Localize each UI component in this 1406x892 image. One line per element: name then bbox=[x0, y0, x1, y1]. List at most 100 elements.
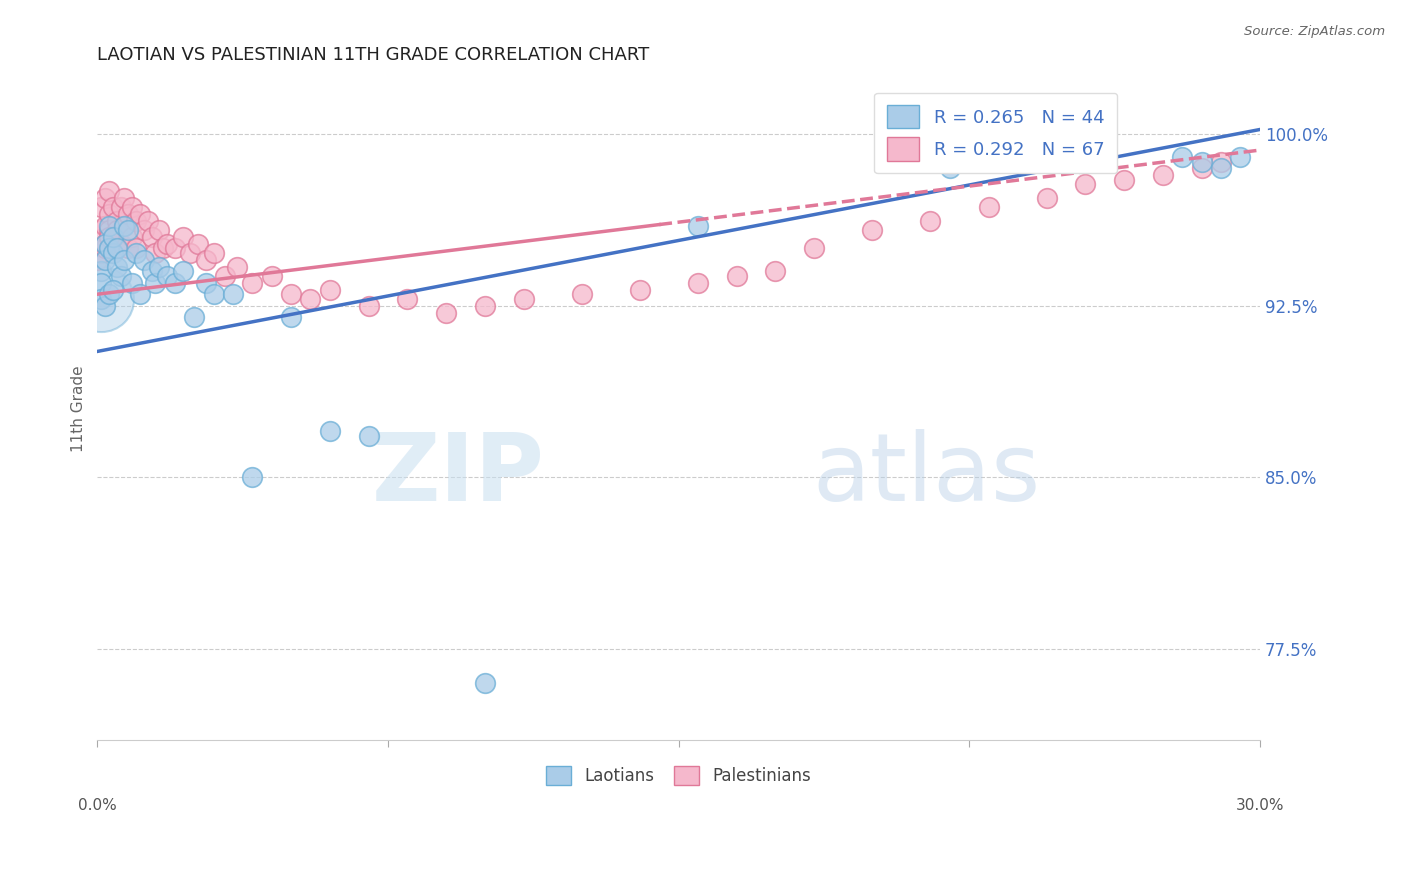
Point bbox=[1074, 178, 1097, 192]
Point bbox=[129, 287, 152, 301]
Text: ZIP: ZIP bbox=[373, 429, 546, 521]
Point bbox=[202, 246, 225, 260]
Point bbox=[240, 276, 263, 290]
Point bbox=[90, 246, 112, 260]
Point bbox=[1152, 168, 1174, 182]
Point bbox=[136, 214, 159, 228]
Point bbox=[94, 219, 117, 233]
Point bbox=[101, 283, 124, 297]
Point bbox=[225, 260, 247, 274]
Point bbox=[357, 429, 380, 443]
Point bbox=[1211, 154, 1233, 169]
Point bbox=[90, 200, 112, 214]
Point bbox=[145, 276, 167, 290]
Text: LAOTIAN VS PALESTINIAN 11TH GRADE CORRELATION CHART: LAOTIAN VS PALESTINIAN 11TH GRADE CORREL… bbox=[97, 46, 650, 64]
Point bbox=[179, 246, 201, 260]
Point bbox=[98, 242, 121, 256]
Point bbox=[434, 305, 457, 319]
Point bbox=[90, 276, 112, 290]
Point bbox=[725, 268, 748, 283]
Point bbox=[121, 200, 143, 214]
Point bbox=[98, 219, 121, 233]
Point bbox=[114, 191, 136, 205]
Point bbox=[194, 276, 217, 290]
Point bbox=[474, 676, 496, 690]
Point bbox=[94, 242, 117, 256]
Point bbox=[86, 252, 108, 267]
Point bbox=[114, 219, 136, 233]
Point bbox=[101, 246, 124, 260]
Text: Source: ZipAtlas.com: Source: ZipAtlas.com bbox=[1244, 25, 1385, 38]
Point bbox=[98, 184, 121, 198]
Point bbox=[357, 299, 380, 313]
Point bbox=[163, 276, 186, 290]
Text: 30.0%: 30.0% bbox=[1236, 797, 1284, 813]
Point bbox=[98, 223, 121, 237]
Point bbox=[765, 264, 787, 278]
Point bbox=[222, 287, 245, 301]
Point bbox=[1211, 161, 1233, 176]
Point bbox=[803, 242, 825, 256]
Point bbox=[156, 268, 179, 283]
Point bbox=[117, 223, 139, 237]
Point bbox=[319, 283, 342, 297]
Point bbox=[299, 292, 322, 306]
Point bbox=[183, 310, 205, 325]
Point bbox=[110, 200, 132, 214]
Point bbox=[1074, 145, 1097, 160]
Point bbox=[396, 292, 419, 306]
Y-axis label: 11th Grade: 11th Grade bbox=[72, 366, 86, 452]
Point bbox=[860, 223, 883, 237]
Point bbox=[101, 230, 124, 244]
Point bbox=[474, 299, 496, 313]
Point bbox=[114, 252, 136, 267]
Point bbox=[90, 292, 112, 306]
Point bbox=[319, 425, 342, 439]
Point bbox=[94, 236, 117, 251]
Point bbox=[977, 200, 1000, 214]
Point bbox=[571, 287, 593, 301]
Point bbox=[94, 236, 117, 251]
Point bbox=[141, 264, 163, 278]
Point bbox=[187, 236, 209, 251]
Point bbox=[280, 310, 302, 325]
Point bbox=[686, 276, 709, 290]
Point bbox=[94, 191, 117, 205]
Point bbox=[214, 268, 236, 283]
Point bbox=[90, 292, 112, 306]
Point bbox=[194, 252, 217, 267]
Point bbox=[1114, 173, 1136, 187]
Point bbox=[172, 230, 194, 244]
Legend: Laotians, Palestinians: Laotians, Palestinians bbox=[540, 759, 818, 792]
Point bbox=[132, 252, 155, 267]
Point bbox=[121, 230, 143, 244]
Point bbox=[117, 242, 139, 256]
Point bbox=[152, 242, 174, 256]
Point bbox=[202, 287, 225, 301]
Point bbox=[156, 236, 179, 251]
Point bbox=[512, 292, 534, 306]
Point bbox=[101, 230, 124, 244]
Point bbox=[105, 242, 128, 256]
Point bbox=[240, 470, 263, 484]
Point bbox=[98, 287, 121, 301]
Text: atlas: atlas bbox=[813, 429, 1040, 521]
Point bbox=[260, 268, 283, 283]
Point bbox=[1171, 150, 1194, 164]
Point bbox=[148, 260, 170, 274]
Text: 0.0%: 0.0% bbox=[77, 797, 117, 813]
Point bbox=[686, 219, 709, 233]
Point bbox=[114, 219, 136, 233]
Point bbox=[98, 230, 121, 244]
Point bbox=[125, 214, 148, 228]
Point bbox=[129, 207, 152, 221]
Point bbox=[101, 200, 124, 214]
Point bbox=[920, 214, 942, 228]
Point bbox=[939, 161, 962, 176]
Point bbox=[148, 223, 170, 237]
Point bbox=[280, 287, 302, 301]
Point bbox=[105, 214, 128, 228]
Point bbox=[1035, 191, 1057, 205]
Point bbox=[110, 268, 132, 283]
Point bbox=[628, 283, 651, 297]
